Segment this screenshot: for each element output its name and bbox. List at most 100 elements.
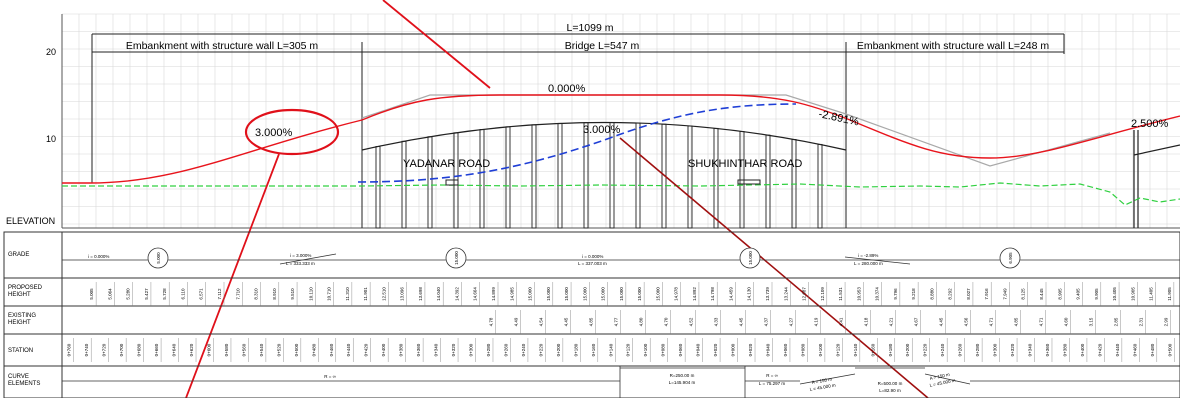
proposed-height-value: 9.905: [1094, 288, 1099, 300]
proposed-height-value: 5.005: [89, 288, 94, 300]
proposed-height-value: 14.392: [454, 287, 459, 301]
bridge-pier: [817, 143, 823, 229]
station-value: 0+320: [1010, 343, 1015, 356]
proposed-height-value: 8.445: [1039, 288, 1044, 300]
proposed-height-value: 9.510: [290, 288, 295, 300]
station-value: 0+600: [206, 343, 211, 356]
proposed-height-value: 14.130: [747, 287, 752, 301]
station-value: 0+700: [119, 343, 124, 356]
grade-label-2500pct: 2.500%: [1131, 118, 1169, 130]
elevation-grid: [61, 13, 1180, 228]
proposed-height-value: 9.405: [1076, 288, 1081, 300]
bridge-length-label: Bridge L=547 m: [565, 40, 640, 52]
station-value: 0+720: [102, 343, 107, 356]
existing-height-value: 4.78: [489, 317, 494, 326]
proposed-height-value: 10.405: [1112, 287, 1117, 301]
existing-height-value: 2.31: [1139, 317, 1144, 326]
grade-circle-4-value: 6.905: [1008, 252, 1013, 264]
annotation-line-bridge: [619, 137, 929, 398]
grade-circle-1-value: 5.000: [156, 252, 161, 264]
proposed-height-value: 15.000: [601, 287, 606, 301]
existing-height-value: 4.33: [714, 317, 719, 326]
proposed-height-value: 15.000: [564, 287, 569, 301]
existing-height-value: 4.85: [1014, 317, 1019, 326]
proposed-height-value: 7.710: [235, 288, 240, 300]
grade-circle-1: [147, 247, 169, 269]
proposed-height-value: 14.664: [473, 287, 478, 301]
station-value: 0+180: [573, 343, 578, 356]
station-value: 0+280: [486, 343, 491, 356]
annotation-line-ellipse: [185, 153, 280, 398]
existing-height-value: 4.56: [964, 317, 969, 326]
proposed-height-value: 15.000: [655, 287, 660, 301]
station-value: 0+440: [1115, 343, 1120, 356]
proposed-height-value: 5.728: [162, 288, 167, 300]
station-value: 0+000: [731, 343, 736, 356]
proposed-height-value: 5.280: [126, 288, 131, 300]
bridge-pier: [609, 122, 615, 229]
curve-r-250: R=250.00 m: [670, 373, 695, 378]
station-value: 0+180: [888, 343, 893, 356]
station-value: 0+160: [870, 343, 875, 356]
existing-height-value: 4.71: [989, 317, 994, 326]
existing-height-value: 4.67: [914, 317, 919, 326]
proposed-height-value: 10.374: [875, 287, 880, 301]
station-row: 0+760 0+740 0+720 0+700 0+680 0+660 0+640 0+620…: [67, 338, 1175, 362]
bridge-pier: [505, 126, 511, 229]
grade-circle-3-value: 15.000: [748, 251, 753, 265]
proposed-height-value: 14.978: [674, 287, 679, 301]
proposed-height-row: 5.005 5.064 5.280 5.427 5.728 6.110 6.571 7.112…: [89, 282, 1175, 306]
proposed-height-value: 7.112: [217, 288, 222, 299]
station-value: 0+120: [835, 343, 840, 356]
proposed-height-value: 11.310: [345, 287, 350, 301]
elevation-label: ELEVATION: [6, 216, 55, 226]
proposed-height-value: 8.880: [929, 288, 934, 300]
station-value: 0+400: [1080, 343, 1085, 356]
station-value: 0+340: [1028, 343, 1033, 356]
row-label-existing: EXISTING HEIGHT: [8, 313, 36, 326]
embankment-left-label: Embankment with structure wall L=305 m: [126, 40, 319, 52]
annotation-ellipse: [244, 108, 340, 156]
shukhinthar-road-label: SHUKHINTHAR ROAD: [688, 158, 802, 170]
grade-label-minus-2891pct: -2.891%: [817, 108, 860, 128]
profile-table: [3, 231, 1180, 398]
station-value: 0+240: [940, 343, 945, 356]
station-value: 0+260: [958, 343, 963, 356]
bridge-pier: [401, 140, 407, 229]
grade-circle-2: [445, 247, 467, 269]
yadanar-road-label: YADANAR ROAD: [403, 158, 490, 170]
existing-height-value: 2.99: [1164, 317, 1169, 326]
grade-entry-i4: i = -2.89%: [858, 253, 878, 258]
proposed-height-value: 13.096: [400, 287, 405, 301]
proposed-height-value: 10.710: [327, 287, 332, 301]
bridge-pier: [635, 122, 641, 229]
station-value: 0+060: [783, 343, 788, 356]
proposed-height-value: 8.910: [272, 288, 277, 300]
existing-height-value: 4.85: [589, 317, 594, 326]
station-value: 0+400: [381, 343, 386, 356]
y-tick-10: 10: [46, 134, 56, 144]
proposed-height-value: 13.244: [783, 287, 788, 301]
existing-height-value: 2.85: [1114, 317, 1119, 326]
station-value: 0+080: [661, 343, 666, 356]
station-value: 0+060: [678, 343, 683, 356]
shukhinthar-road-marker: [737, 179, 761, 185]
station-value: 0+460: [329, 343, 334, 356]
station-value: 0+260: [503, 343, 508, 356]
proposed-height-value: 15.000: [582, 287, 587, 301]
existing-height-value: 4.60: [1064, 317, 1069, 326]
station-value: 0+560: [241, 343, 246, 356]
proposed-height-value: 8.310: [254, 288, 259, 300]
existing-height-value: 4.71: [1039, 317, 1044, 326]
station-value: 0+640: [172, 343, 177, 356]
existing-ground-dashed-line: [62, 182, 1180, 206]
proposed-height-value: 14.892: [692, 287, 697, 301]
station-value: 0+020: [713, 343, 718, 356]
proposed-height-value: 6.110: [180, 288, 185, 299]
row-label-curve: CURVE ELEMENTS: [8, 374, 40, 387]
total-length-label: L=1099 m: [567, 22, 614, 34]
annotation-line-top: [382, 0, 491, 89]
station-value: 0+040: [696, 343, 701, 356]
proposed-height-value: 12.109: [820, 287, 825, 301]
